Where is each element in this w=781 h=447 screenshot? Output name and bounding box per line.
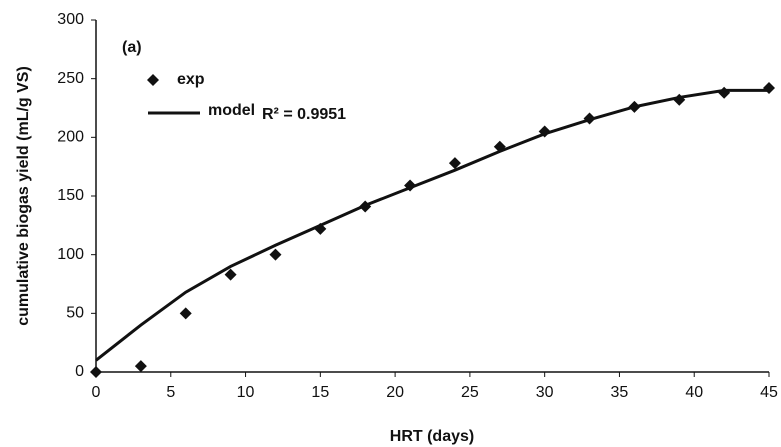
x-tick-label: 0 — [92, 384, 101, 401]
data-point — [90, 366, 102, 378]
panel-label: (a) — [122, 39, 142, 56]
x-axis-label: HRT (days) — [390, 428, 474, 445]
x-tick-label: 25 — [461, 384, 479, 401]
x-tick-label: 10 — [237, 384, 255, 401]
data-point — [269, 248, 282, 261]
annotation: R² = 0.9951 — [262, 106, 346, 123]
y-tick-label: 300 — [57, 11, 84, 28]
data-point — [763, 82, 775, 95]
data-point — [718, 86, 731, 99]
x-tick-label: 45 — [760, 384, 778, 401]
y-tick-label: 100 — [57, 246, 84, 263]
legend-marker — [147, 74, 159, 86]
legend-label: model — [208, 102, 255, 119]
x-tick-label: 40 — [685, 384, 703, 401]
data-point — [224, 268, 237, 281]
x-tick-label: 15 — [311, 384, 329, 401]
y-tick-label: 50 — [66, 305, 84, 322]
x-tick-label: 30 — [536, 384, 554, 401]
x-tick-label: 5 — [166, 384, 175, 401]
y-tick-label: 250 — [57, 70, 84, 87]
data-point — [179, 307, 192, 320]
y-tick-label: 0 — [75, 363, 84, 380]
data-point — [134, 360, 147, 373]
model-line — [95, 88, 769, 362]
y-axis-label: cumulative biogas yield (mL/g VS) — [15, 66, 32, 326]
legend-label: exp — [177, 71, 205, 88]
y-tick-label: 150 — [57, 187, 84, 204]
x-tick-label: 20 — [386, 384, 404, 401]
data-point — [448, 157, 461, 170]
y-tick-label: 200 — [57, 129, 84, 146]
x-tick-label: 35 — [611, 384, 629, 401]
